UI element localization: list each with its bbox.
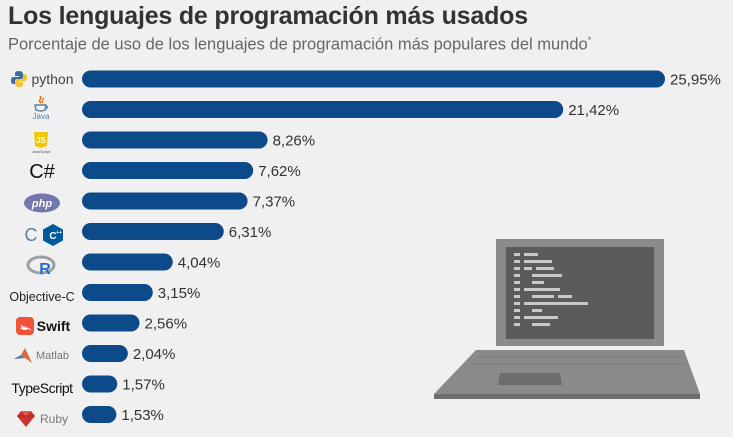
bar-typescript [82, 375, 118, 393]
cpp-hexagon-icon: C ++ [42, 224, 63, 246]
bar-python [82, 70, 665, 88]
page-subtitle: Porcentaje de uso de los lenguajes de pr… [8, 35, 591, 55]
bar-value-label: 2,04% [133, 346, 176, 363]
python-logo-text: python [31, 71, 74, 87]
csharp-logo: C# [29, 160, 55, 183]
bar-value-label: 7,37% [253, 194, 296, 211]
matlab-logo: Matlab [6, 345, 76, 367]
ruby-logo: Ruby [10, 409, 74, 429]
bar-value-label: 2,56% [145, 316, 188, 333]
ruby-gem-icon [16, 411, 35, 427]
objective-c-logo: Objective-C [9, 290, 75, 304]
bar-value-label: 6,31% [229, 224, 272, 241]
ruby-logo-text: Ruby [39, 412, 68, 426]
javascript-logo: JS JavaScript [28, 128, 54, 156]
bar-value-label: 8,26% [273, 133, 316, 150]
bar-php [82, 192, 248, 210]
page-title: Los lenguajes de programación más usados [8, 2, 528, 30]
bar-value-label: 25,95% [670, 72, 721, 89]
bar-value-label: 3,15% [158, 285, 201, 302]
bar-c- [82, 162, 254, 179]
bar-r [82, 253, 173, 271]
bar-value-label: 7,62% [258, 163, 301, 180]
bar-javascript [82, 131, 268, 149]
swift-bird-icon [15, 317, 34, 335]
c-logo-text: C [24, 224, 38, 245]
c-cpp-logo: C C ++ [18, 222, 70, 248]
swift-logo-text: Swift [36, 318, 71, 334]
svg-text:JS: JS [36, 136, 46, 145]
bar-java [82, 101, 564, 118]
java-logo: Java [20, 92, 62, 124]
matlab-membrane-icon [13, 348, 32, 363]
bar-ruby [82, 406, 117, 423]
bar-c-c- [82, 223, 224, 240]
bar-value-label: 1,57% [122, 377, 165, 394]
svg-text:C: C [49, 231, 56, 242]
bar-value-label: 21,42% [568, 102, 619, 119]
r-logo: R [24, 254, 60, 278]
bar-value-label: 1,53% [121, 407, 164, 424]
javascript-shield-icon: JS [34, 131, 48, 148]
svg-text:php: php [31, 198, 52, 210]
svg-text:++: ++ [56, 230, 62, 236]
typescript-logo: TypeScript [11, 380, 73, 396]
bar-matlab [82, 345, 128, 362]
subtitle-text: Porcentaje de uso de los lenguajes de pr… [8, 35, 588, 54]
java-logo-text: Java [32, 112, 50, 121]
subtitle-footnote-mark: * [587, 35, 592, 45]
php-logo: php [22, 192, 62, 214]
bar-value-label: 4,04% [178, 255, 221, 272]
matlab-logo-text: Matlab [35, 350, 70, 362]
python-logo: python [4, 68, 80, 90]
php-oval-icon: php [24, 193, 60, 213]
java-cup-icon [34, 95, 49, 112]
bar-swift [82, 314, 140, 332]
swift-logo: Swift [12, 315, 74, 337]
bar-objective-c [82, 284, 153, 301]
r-icon: R [26, 255, 56, 278]
python-icon [11, 71, 28, 87]
svg-text:R: R [39, 261, 51, 278]
javascript-logo-text: JavaScript [31, 148, 51, 154]
